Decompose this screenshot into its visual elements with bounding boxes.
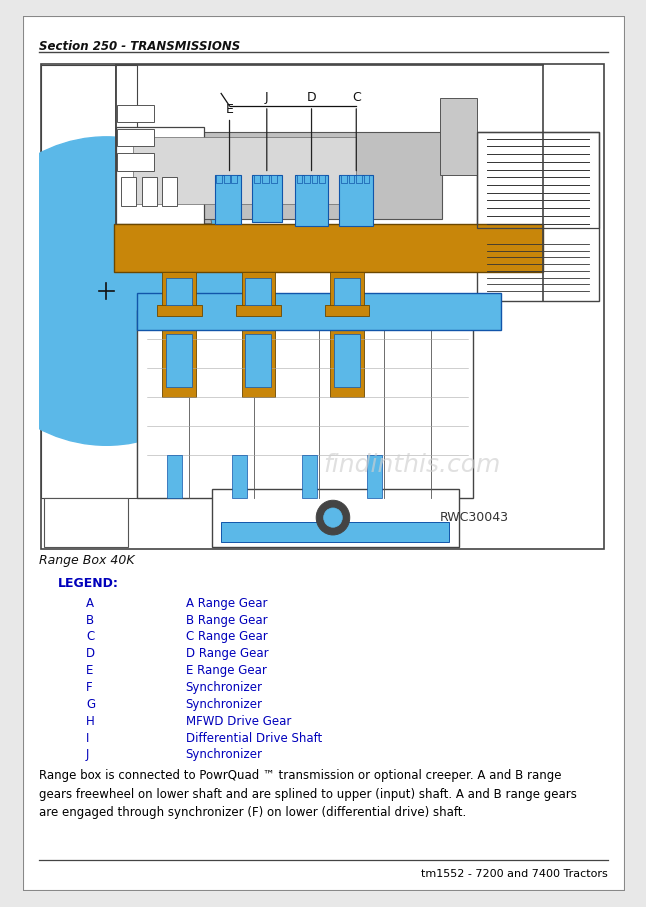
Bar	[41, 64, 137, 498]
Bar	[116, 127, 204, 224]
Text: D Range Gear: D Range Gear	[185, 648, 268, 660]
Bar	[330, 272, 364, 312]
Bar	[368, 455, 382, 498]
Bar	[221, 522, 450, 541]
Bar	[341, 175, 347, 183]
Bar	[224, 175, 229, 183]
Text: J: J	[265, 91, 269, 104]
Bar	[302, 455, 317, 498]
Bar	[262, 175, 269, 183]
Text: Range box is connected to PowrQuad ™ transmission or optional creeper. A and B r: Range box is connected to PowrQuad ™ tra…	[39, 769, 578, 819]
Bar	[157, 305, 202, 317]
Text: D: D	[307, 91, 317, 104]
Text: H: H	[86, 715, 95, 727]
Text: LEGEND:: LEGEND:	[58, 578, 119, 590]
Bar	[44, 498, 128, 547]
Text: C Range Gear: C Range Gear	[185, 630, 267, 643]
Bar	[356, 175, 362, 183]
Bar	[121, 177, 136, 206]
Bar	[236, 305, 281, 317]
Bar	[117, 153, 154, 171]
Bar	[117, 105, 154, 122]
Bar	[324, 305, 370, 317]
Text: D: D	[86, 648, 95, 660]
Circle shape	[324, 508, 342, 527]
Bar	[216, 175, 222, 183]
Text: C: C	[352, 91, 360, 104]
Bar	[334, 335, 360, 387]
Bar	[271, 175, 277, 183]
Bar	[162, 327, 196, 397]
Bar	[231, 175, 237, 183]
Bar	[319, 175, 324, 183]
Text: Synchronizer: Synchronizer	[185, 748, 263, 762]
Bar	[440, 98, 477, 175]
Text: E: E	[86, 664, 94, 678]
Bar	[252, 175, 282, 221]
Bar	[142, 177, 157, 206]
Text: J: J	[86, 748, 89, 762]
Text: Section 250 - TRANSMISSIONS: Section 250 - TRANSMISSIONS	[39, 41, 241, 54]
Bar	[297, 175, 302, 183]
Text: MFWD Drive Gear: MFWD Drive Gear	[185, 715, 291, 727]
Bar	[117, 129, 154, 146]
Text: E: E	[225, 102, 233, 115]
Bar	[167, 455, 182, 498]
Bar	[242, 272, 275, 312]
Bar	[166, 335, 193, 387]
Text: A: A	[86, 597, 94, 610]
Text: B: B	[86, 613, 94, 627]
Bar	[245, 335, 271, 387]
Bar	[304, 175, 309, 183]
Text: A Range Gear: A Range Gear	[185, 597, 267, 610]
Bar	[334, 278, 360, 305]
Text: Synchronizer: Synchronizer	[185, 681, 263, 694]
Bar	[166, 278, 193, 305]
Text: F: F	[86, 681, 92, 694]
Text: Differential Drive Shaft: Differential Drive Shaft	[185, 732, 322, 745]
Bar	[245, 278, 271, 305]
Text: B Range Gear: B Range Gear	[185, 613, 267, 627]
Text: G: G	[86, 697, 95, 711]
Bar	[340, 175, 373, 226]
Bar	[477, 132, 599, 229]
Circle shape	[316, 501, 349, 535]
FancyBboxPatch shape	[132, 137, 356, 204]
Bar	[214, 175, 241, 224]
Text: Range Box 40K: Range Box 40K	[39, 554, 135, 567]
Text: Synchronizer: Synchronizer	[185, 697, 263, 711]
Text: RWC30043: RWC30043	[440, 512, 509, 524]
Bar	[212, 489, 459, 547]
Text: tm1552 - 7200 and 7400 Tractors: tm1552 - 7200 and 7400 Tractors	[421, 870, 608, 880]
Bar	[311, 175, 317, 183]
Bar	[114, 224, 543, 272]
Bar	[330, 327, 364, 397]
Bar	[477, 132, 599, 301]
Bar	[242, 327, 275, 397]
Bar	[137, 310, 473, 498]
Text: C: C	[86, 630, 94, 643]
Circle shape	[0, 137, 256, 445]
Text: findinthis.com: findinthis.com	[324, 453, 501, 476]
Bar	[162, 177, 177, 206]
Bar	[162, 272, 196, 312]
Text: E Range Gear: E Range Gear	[185, 664, 267, 678]
Bar	[254, 175, 260, 183]
Bar	[364, 175, 370, 183]
Polygon shape	[116, 64, 212, 224]
Bar	[233, 455, 247, 498]
Bar	[349, 175, 355, 183]
Text: I: I	[86, 732, 89, 745]
FancyBboxPatch shape	[116, 132, 442, 219]
Bar	[295, 175, 328, 226]
Bar	[137, 293, 501, 329]
